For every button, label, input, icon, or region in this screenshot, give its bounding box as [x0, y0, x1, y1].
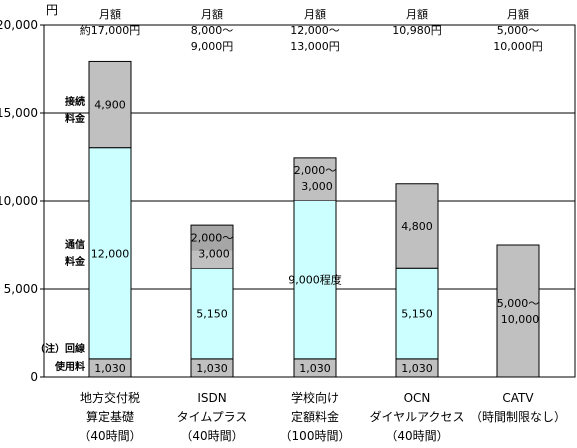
x-category-label: （40時間） [180, 429, 243, 443]
y-axis-ticks: 0 5,000 10,000 15,000 20,000 [0, 18, 44, 384]
range-segment [496, 244, 540, 378]
range-label: 5,000～ [497, 297, 540, 310]
side-label: 料金 [65, 112, 86, 125]
range-label: 3,000 [301, 180, 333, 193]
monthly-total-label: 月額 [406, 8, 428, 21]
x-category-label: ダイヤルアクセス [369, 409, 464, 424]
y-tick-label: 20,000 [0, 18, 38, 32]
monthly-total-label: 約17,000円 [80, 23, 141, 37]
segment-label: 1,030 [196, 362, 228, 375]
x-category-label: タイムプラス [177, 410, 248, 424]
segment-label: 9,000程度 [288, 273, 342, 287]
monthly-total-label: 5,000～ [497, 24, 540, 37]
monthly-total-label: 12,000～ [290, 24, 340, 37]
bar-segment [395, 183, 439, 269]
segment-label: 4,800 [401, 220, 433, 233]
plot-frame [43, 24, 576, 378]
monthly-total-label: 月額 [201, 8, 223, 21]
side-label: 使用料 [54, 360, 85, 373]
y-tick-label: 15,000 [0, 106, 38, 120]
x-category-label: （時間制限なし） [470, 410, 566, 424]
segment-label: 5,150 [401, 308, 433, 321]
range-label: 2,000～ [191, 232, 234, 245]
x-category-label: 定額料金 [291, 409, 339, 424]
bar-segment [88, 147, 132, 360]
monthly-total-label: 13,000円 [290, 40, 340, 53]
x-category-label: 学校向け [291, 390, 339, 405]
x-category-label: CATV [502, 391, 534, 405]
y-axis-unit-label: 円 [46, 3, 58, 17]
bar-segment [88, 60, 132, 149]
segment-labels: 1,030 1,030 1,030 1,030 12,000 5,150 9,000程度 5,… [91, 99, 540, 375]
segment-label: 1,030 [299, 362, 331, 375]
y-tick-label: 5,000 [4, 282, 38, 296]
range-label: 3,000 [198, 248, 230, 261]
side-label: （注）回線 [35, 342, 85, 355]
x-category-label: ISDN [197, 391, 226, 405]
monthly-total-label: 月額 [304, 8, 326, 21]
segment-label: 5,150 [196, 308, 228, 321]
side-label: 通信 [65, 238, 85, 251]
y-tick-label: 10,000 [0, 194, 38, 208]
top-labels: 月額約17,000円月額8,000～9,000円月額12,000～13,000円… [80, 8, 543, 53]
monthly-total-label: 月額 [99, 8, 121, 21]
x-category-label: OCN [404, 391, 431, 405]
x-category-label: （100時間） [280, 429, 351, 443]
segment-label: 4,900 [94, 99, 126, 112]
range-inner-band [191, 250, 233, 269]
side-label: 接続 [65, 95, 85, 108]
monthly-total-label: 10,000円 [493, 40, 543, 53]
monthly-total-label: 月額 [507, 8, 529, 21]
monthly-total-label: 8,000～ [191, 24, 234, 37]
bars [88, 60, 540, 378]
range-label: 2,000～ [294, 164, 337, 177]
side-label: 料金 [65, 255, 86, 268]
segment-label: 1,030 [94, 362, 126, 375]
bar-segment [190, 267, 234, 360]
x-category-label: （40時間） [78, 429, 141, 443]
range-label: 10,000 [501, 313, 540, 326]
x-category-label: 算定基礎 [86, 409, 134, 424]
x-category-label: （40時間） [385, 429, 448, 443]
segment-label: 1,030 [401, 362, 433, 375]
segment-label: 12,000 [91, 247, 130, 260]
y-tick-label: 0 [30, 370, 38, 384]
x-category-label: 地方交付税 [80, 390, 140, 405]
monthly-total-label: 10,980円 [392, 24, 442, 37]
axes [43, 24, 576, 378]
range-inner-band [294, 182, 336, 201]
monthly-total-label: 9,000円 [191, 40, 234, 53]
